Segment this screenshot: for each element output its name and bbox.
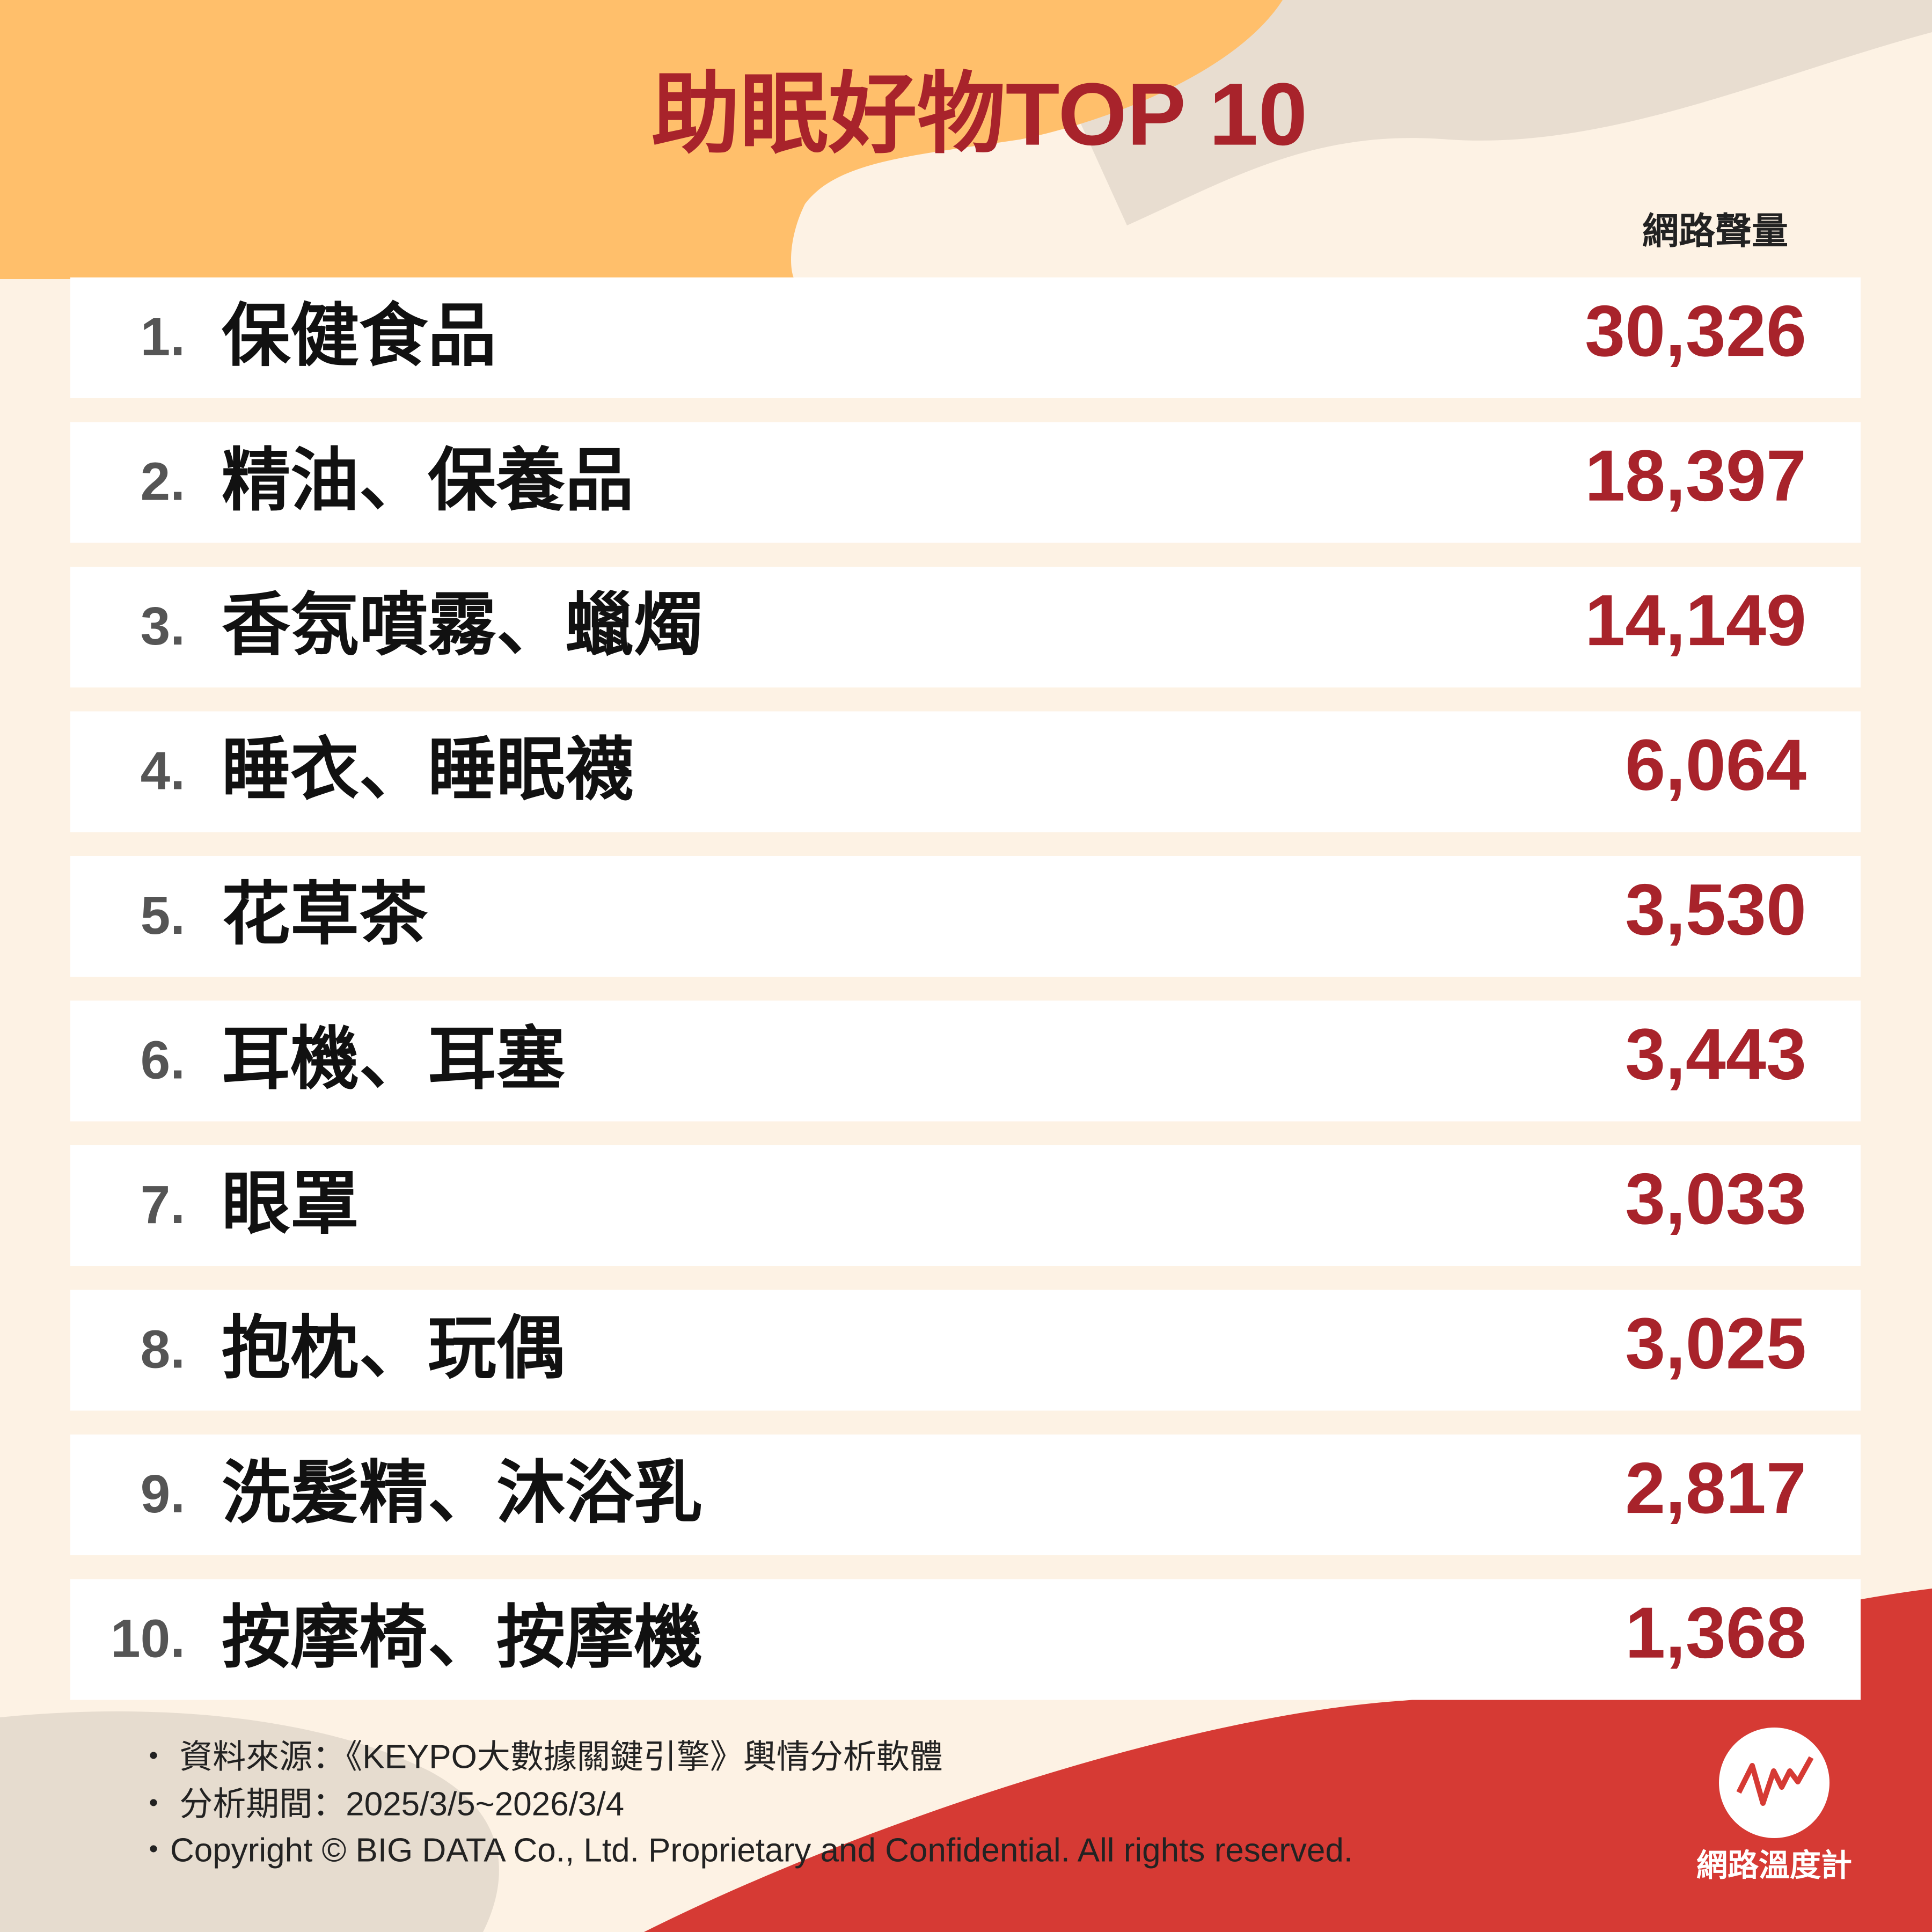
item-volume: 3,530 [1625,869,1806,950]
rank: 2. [141,451,185,511]
row-background [70,1000,1861,1122]
list-row: 3. 香氛噴霧、蠟燭 14,149 [70,567,1861,687]
row-background [70,1145,1861,1266]
item-volume: 6,064 [1625,724,1806,806]
rank: 10. [111,1608,185,1668]
rank: 1. [141,307,185,367]
rank: 5. [141,885,185,946]
list-row: 1. 保健食品 30,326 [70,277,1861,398]
row-background [70,1579,1861,1700]
item-volume: 14,149 [1585,580,1806,661]
item-volume: 18,397 [1585,435,1806,516]
row-background [70,567,1861,687]
list-row: 6. 耳機、耳塞 3,443 [70,1000,1861,1122]
rank: 9. [141,1464,185,1524]
logo-icon [1736,1756,1814,1806]
row-background [70,856,1861,977]
rank: 8. [141,1319,185,1379]
list-row: 7. 眼罩 3,033 [70,1145,1861,1266]
row-background [70,422,1861,543]
item-name: 按摩椅、按摩機 [222,1599,702,1676]
list-row: 10. 按摩椅、按摩機 1,368 [70,1579,1861,1700]
item-volume: 3,025 [1625,1303,1806,1384]
item-name: 耳機、耳塞 [222,1021,565,1097]
item-name: 洗髮精、沐浴乳 [222,1454,702,1531]
item-volume: 2,817 [1625,1447,1806,1528]
title: 助眠好物TOP 10 [652,65,1308,164]
list-row: 4. 睡衣、睡眠襪 6,064 [70,711,1861,832]
decor-blob [0,1711,499,1932]
row-background [70,1290,1861,1411]
logo-circle [1719,1728,1829,1838]
row-background [70,1435,1861,1555]
footer-note: ・ 分析期間：2025/3/5~2026/3/4 [137,1785,624,1823]
footer-notes: ・ 資料來源：《KEYPO大數據關鍵引擎》輿情分析軟體・ 分析期間：2025/3… [137,1738,1353,1869]
decor-blob [0,0,1283,279]
rank: 6. [141,1030,185,1090]
footer-note: ・Copyright © BIG DATA Co., Ltd. Propriet… [137,1832,1353,1869]
item-volume: 1,368 [1625,1592,1806,1673]
ranking-list: 1. 保健食品 30,326 2. 精油、保養品 18,397 3. 香氛噴霧、蠟燭 14,14… [70,277,1861,1700]
column-label: 網路聲量 [1642,211,1788,252]
footer-note: ・ 資料來源：《KEYPO大數據關鍵引擎》輿情分析軟體 [137,1738,943,1775]
row-background [70,277,1861,398]
item-name: 睡衣、睡眠襪 [222,731,634,808]
item-name: 眼罩 [222,1165,359,1242]
rank: 3. [141,596,185,656]
item-volume: 30,326 [1585,290,1806,371]
item-name: 抱枕、玩偶 [222,1310,565,1387]
item-volume: 3,033 [1625,1158,1806,1239]
item-name: 花草茶 [222,876,428,953]
item-volume: 3,443 [1625,1014,1806,1095]
row-background [70,711,1861,832]
list-row: 8. 抱枕、玩偶 3,025 [70,1290,1861,1411]
item-name: 香氛噴霧、蠟燭 [222,587,702,663]
rank: 7. [141,1175,185,1235]
item-name: 精油、保養品 [222,442,634,519]
decor-blob [1073,0,1932,225]
list-row: 2. 精油、保養品 18,397 [70,422,1861,543]
rank: 4. [141,741,185,801]
list-row: 5. 花草茶 3,530 [70,856,1861,977]
list-row: 9. 洗髮精、沐浴乳 2,817 [70,1435,1861,1555]
logo-text: 網路溫度計 [1696,1848,1852,1883]
item-name: 保健食品 [222,297,496,374]
